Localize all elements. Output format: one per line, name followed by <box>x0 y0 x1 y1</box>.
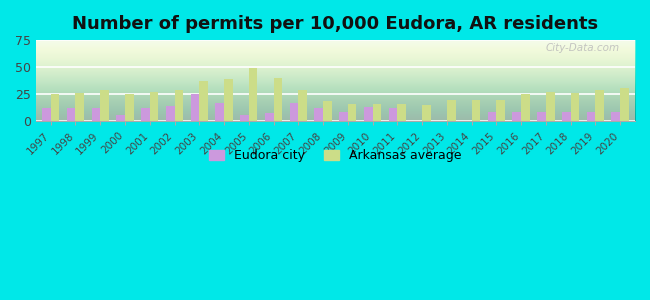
Bar <box>537 112 546 121</box>
Bar <box>51 94 59 121</box>
Bar <box>521 94 530 121</box>
Bar <box>42 108 51 121</box>
Bar <box>562 112 571 121</box>
Bar <box>125 94 134 121</box>
Bar <box>587 112 595 121</box>
Bar <box>224 79 233 121</box>
Bar <box>240 115 249 121</box>
Bar <box>265 112 274 121</box>
Bar <box>75 93 84 121</box>
Title: Number of permits per 10,000 Eudora, AR residents: Number of permits per 10,000 Eudora, AR … <box>72 15 599 33</box>
Bar <box>249 68 257 121</box>
Bar <box>612 112 620 121</box>
Bar <box>116 115 125 121</box>
Bar <box>389 108 397 121</box>
Bar <box>141 108 150 121</box>
Bar <box>67 108 75 121</box>
Bar <box>571 93 579 121</box>
Bar <box>497 100 505 121</box>
Bar <box>512 112 521 121</box>
Bar <box>397 104 406 121</box>
Bar <box>348 104 356 121</box>
Bar <box>595 90 604 121</box>
Bar <box>447 100 456 121</box>
Bar <box>339 112 348 121</box>
Bar <box>190 94 200 121</box>
Bar <box>200 81 208 121</box>
Bar <box>472 100 480 121</box>
Bar <box>298 90 307 121</box>
Bar <box>174 90 183 121</box>
Bar <box>422 105 431 121</box>
Bar <box>166 106 174 121</box>
Bar <box>150 92 159 121</box>
Bar <box>215 103 224 121</box>
Bar <box>546 92 554 121</box>
Bar <box>290 103 298 121</box>
Bar <box>372 104 382 121</box>
Bar <box>323 101 332 121</box>
Bar <box>100 90 109 121</box>
Bar <box>488 112 497 121</box>
Bar <box>274 78 282 121</box>
Bar <box>92 108 100 121</box>
Text: City-Data.com: City-Data.com <box>546 43 620 52</box>
Bar <box>620 88 629 121</box>
Bar <box>364 107 372 121</box>
Bar <box>315 108 323 121</box>
Legend: Eudora city, Arkansas average: Eudora city, Arkansas average <box>209 149 462 162</box>
